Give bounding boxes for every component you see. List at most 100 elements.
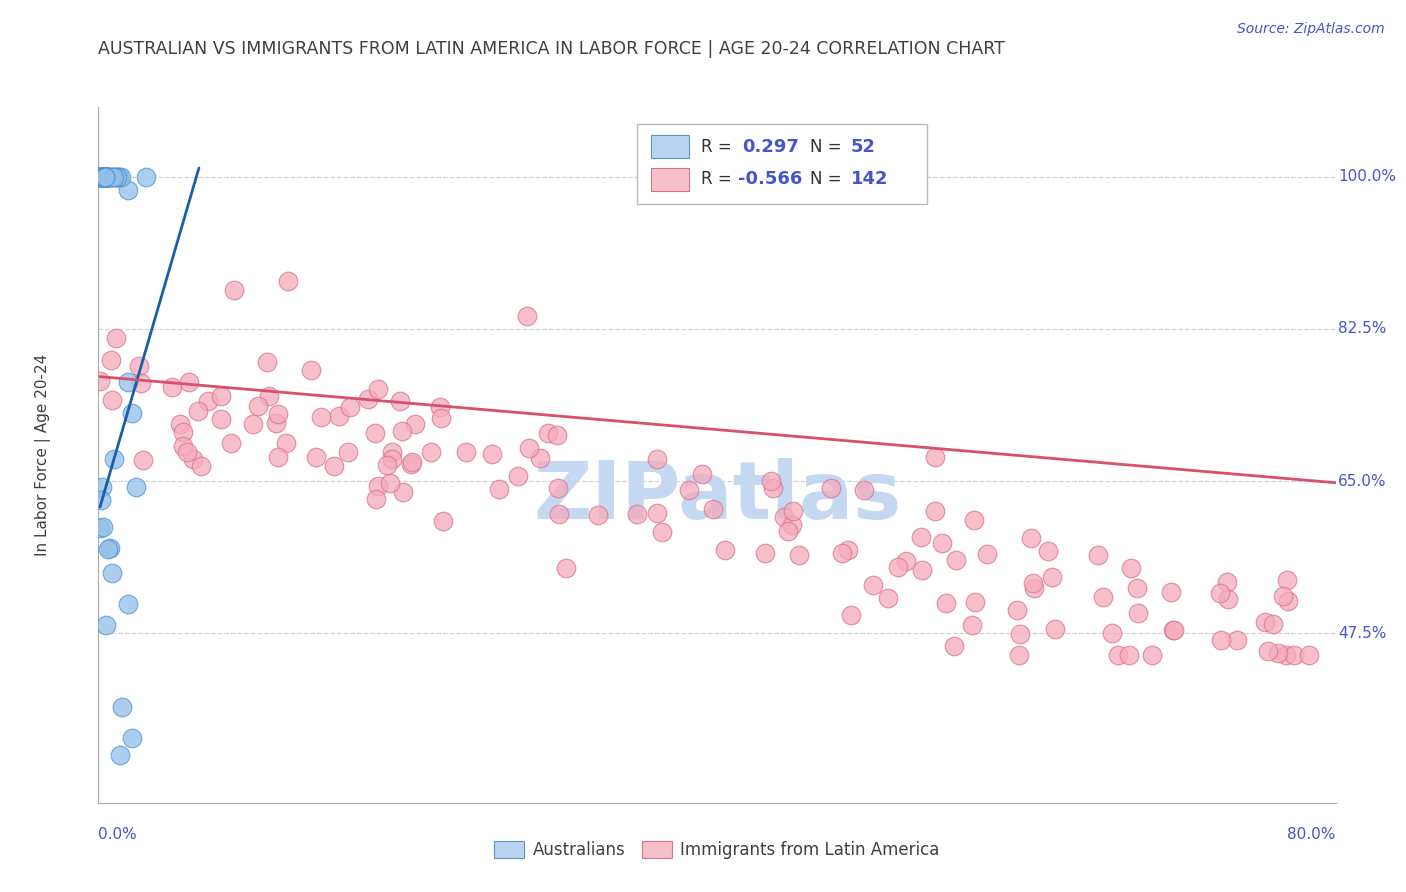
Point [1087, 548, 1109, 562]
Point [94, 169, 117, 184]
Point [1005, 603, 1028, 617]
Point [519, 441, 541, 455]
Point [172, 439, 194, 453]
Point [94, 169, 117, 184]
Point [242, 417, 264, 431]
Point [117, 597, 139, 611]
Point [714, 542, 737, 557]
Point [430, 410, 453, 425]
Point [96, 618, 118, 632]
Point [1010, 627, 1032, 641]
Point [100, 352, 122, 367]
Point [1142, 648, 1164, 662]
Point [1022, 575, 1045, 590]
Point [105, 169, 128, 184]
Point [305, 450, 328, 464]
Point [190, 458, 212, 473]
Point [93, 169, 115, 184]
Text: R =: R = [702, 137, 737, 156]
Point [506, 468, 529, 483]
Point [323, 459, 346, 474]
Point [267, 450, 290, 465]
Point [277, 274, 299, 288]
Text: 65.0%: 65.0% [1339, 474, 1386, 489]
Point [887, 559, 910, 574]
Point [1021, 531, 1043, 545]
Point [1126, 581, 1149, 595]
FancyBboxPatch shape [637, 124, 928, 204]
Point [772, 509, 794, 524]
Point [839, 607, 862, 622]
Point [93, 169, 115, 184]
Point [219, 436, 242, 450]
Point [976, 547, 998, 561]
Point [1043, 622, 1066, 636]
Point [124, 480, 146, 494]
Point [93, 169, 115, 184]
Point [89, 521, 111, 535]
Point [391, 424, 413, 438]
Point [176, 445, 198, 459]
Point [1216, 592, 1239, 607]
Point [1101, 626, 1123, 640]
Point [401, 455, 423, 469]
Point [101, 169, 124, 184]
Point [404, 417, 426, 431]
Point [209, 412, 232, 426]
Text: 80.0%: 80.0% [1288, 827, 1336, 842]
Point [96, 169, 118, 184]
Point [364, 492, 387, 507]
Text: AUSTRALIAN VS IMMIGRANTS FROM LATIN AMERICA IN LABOR FORCE | AGE 20-24 CORRELATI: AUSTRALIAN VS IMMIGRANTS FROM LATIN AMER… [98, 40, 1005, 58]
Point [104, 169, 127, 184]
Point [256, 354, 278, 368]
Point [456, 445, 478, 459]
Point [537, 425, 560, 440]
Point [894, 554, 917, 568]
Point [131, 376, 153, 390]
Point [548, 507, 571, 521]
Point [1271, 589, 1294, 603]
Point [389, 394, 412, 409]
Point [100, 392, 122, 407]
Text: 0.0%: 0.0% [98, 827, 138, 842]
Point [702, 502, 724, 516]
Text: 0.297: 0.297 [742, 137, 799, 156]
Point [831, 546, 853, 560]
Point [128, 359, 150, 374]
Text: 82.5%: 82.5% [1339, 321, 1386, 336]
Point [935, 596, 957, 610]
Text: 47.5%: 47.5% [1339, 625, 1386, 640]
Point [787, 548, 810, 562]
Point [1161, 623, 1184, 637]
Point [179, 376, 201, 390]
Point [1038, 544, 1060, 558]
Point [432, 514, 454, 528]
Point [107, 169, 129, 184]
Point [135, 169, 157, 184]
Point [339, 400, 361, 414]
Point [678, 483, 700, 497]
Point [1163, 623, 1185, 637]
Point [94, 169, 117, 184]
Point [93, 169, 115, 184]
Point [132, 452, 155, 467]
Point [267, 407, 290, 421]
Point [100, 169, 122, 184]
Point [356, 392, 378, 406]
Point [197, 394, 219, 409]
Point [546, 427, 568, 442]
Bar [651, 135, 689, 158]
Point [97, 169, 120, 184]
Point [111, 700, 132, 714]
Point [1128, 607, 1150, 621]
Text: -0.566: -0.566 [738, 170, 803, 188]
Point [392, 485, 415, 500]
Point [364, 425, 387, 440]
Text: 100.0%: 100.0% [1339, 169, 1396, 184]
Point [776, 524, 799, 538]
Point [1209, 586, 1232, 600]
Point [121, 731, 143, 745]
Point [187, 404, 209, 418]
Point [963, 513, 986, 527]
Point [1263, 617, 1285, 632]
